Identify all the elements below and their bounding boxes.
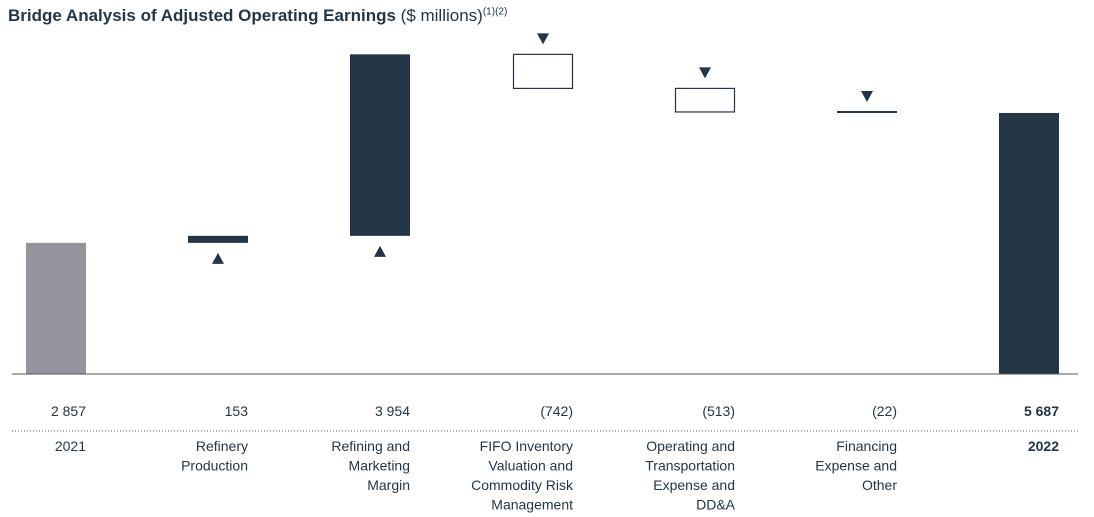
category-label-line: 2022	[1028, 438, 1059, 454]
category-label-line: Financing	[836, 438, 897, 454]
bar-4	[674, 87, 736, 113]
up-arrow-icon	[374, 245, 386, 257]
value-label: 2 857	[51, 403, 86, 419]
category-label-line: Commodity Risk	[471, 477, 574, 493]
chart-title: Bridge Analysis of Adjusted Operating Ea…	[8, 6, 507, 26]
bar-1	[188, 235, 248, 243]
category-label-line: Operating and	[646, 438, 735, 454]
category-label: Refinery Production	[181, 438, 248, 474]
category-label-line: Valuation and	[488, 458, 573, 474]
down-arrow-icon	[537, 33, 549, 45]
value-label: 153	[225, 403, 249, 419]
bar-2	[350, 54, 410, 236]
up-arrow-icon	[212, 252, 224, 264]
category-label-line: Refinery	[196, 438, 248, 454]
value-label: (742)	[540, 403, 573, 419]
category-label-line: FIFO Inventory	[480, 438, 573, 454]
value-label: (22)	[872, 403, 897, 419]
chart-title-footnotes: (1)(2)	[482, 6, 508, 18]
category-label: Financing Expense and Other	[815, 438, 897, 493]
value-label: (513)	[702, 403, 735, 419]
chart-title-unit: ($ millions)	[400, 6, 483, 25]
category-label: 2021	[55, 438, 86, 454]
category-label: Refining and Marketing Margin	[331, 438, 410, 493]
category-label-line: Other	[862, 477, 897, 493]
category-label-line: Management	[491, 497, 573, 513]
value-label: 3 954	[375, 403, 410, 419]
category-label: 2022	[1028, 438, 1059, 454]
category-label-line: Marketing	[349, 458, 410, 474]
category-label: Operating and Transportation Expense and DD…	[645, 438, 735, 513]
value-label: 5 687	[1024, 403, 1059, 419]
category-label-line: Production	[181, 458, 248, 474]
down-arrow-icon	[699, 67, 711, 79]
category-label-line: 2021	[55, 438, 86, 454]
category-label-line: Expense and	[653, 477, 735, 493]
category-label: FIFO Inventory Valuation and Commodity Ris…	[471, 438, 574, 513]
category-label-line: Refining and	[331, 438, 410, 454]
bar-6	[999, 112, 1059, 374]
chart-title-main: Bridge Analysis of Adjusted Operating Ea…	[8, 6, 396, 25]
down-arrow-icon	[861, 90, 873, 102]
category-label-line: DD&A	[696, 497, 736, 513]
category-label-line: Expense and	[815, 458, 897, 474]
bar-3	[512, 53, 574, 90]
category-label-line: Transportation	[645, 458, 735, 474]
bar-0	[26, 242, 86, 374]
category-label-line: Margin	[367, 477, 410, 493]
